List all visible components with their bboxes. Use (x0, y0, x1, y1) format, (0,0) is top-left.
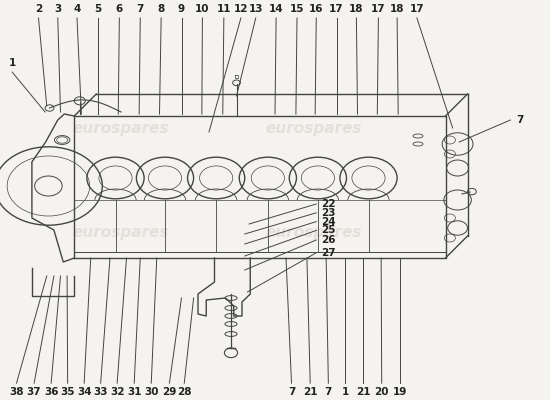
Text: 8: 8 (157, 4, 165, 14)
Text: 7: 7 (136, 4, 144, 14)
Text: 37: 37 (27, 387, 41, 397)
Text: 15: 15 (290, 4, 304, 14)
Text: 22: 22 (321, 199, 335, 209)
Text: 27: 27 (321, 248, 336, 258)
Text: 38: 38 (9, 387, 24, 397)
Text: 13: 13 (249, 4, 263, 14)
Text: 4: 4 (73, 4, 81, 14)
Text: eurospares: eurospares (73, 120, 169, 136)
Text: 21: 21 (303, 387, 317, 397)
Text: 23: 23 (321, 208, 335, 218)
Text: eurospares: eurospares (73, 224, 169, 240)
Text: 1: 1 (342, 387, 349, 397)
Text: 21: 21 (356, 387, 370, 397)
Text: 17: 17 (371, 4, 386, 14)
Text: 2: 2 (35, 4, 42, 14)
Text: 3: 3 (54, 4, 62, 14)
Text: eurospares: eurospares (265, 120, 362, 136)
Text: 18: 18 (349, 4, 364, 14)
Text: 35: 35 (60, 387, 75, 397)
Text: 32: 32 (110, 387, 124, 397)
Text: 9: 9 (178, 4, 185, 14)
Text: 17: 17 (329, 4, 344, 14)
Text: 31: 31 (127, 387, 141, 397)
Text: 33: 33 (94, 387, 108, 397)
Text: 7: 7 (516, 115, 523, 125)
Text: 5: 5 (94, 4, 102, 14)
Text: 16: 16 (309, 4, 323, 14)
Text: 26: 26 (321, 235, 335, 245)
Text: 29: 29 (162, 387, 177, 397)
Text: 14: 14 (269, 4, 283, 14)
Text: 10: 10 (195, 4, 210, 14)
Text: 7: 7 (324, 387, 332, 397)
Text: 36: 36 (44, 387, 58, 397)
Text: 20: 20 (375, 387, 389, 397)
Text: 28: 28 (177, 387, 191, 397)
Text: 18: 18 (390, 4, 404, 14)
Text: 24: 24 (321, 217, 336, 226)
Text: eurospares: eurospares (265, 224, 362, 240)
Text: 7: 7 (288, 387, 295, 397)
Text: 11: 11 (217, 4, 231, 14)
Text: 6: 6 (116, 4, 123, 14)
Text: 25: 25 (321, 226, 335, 235)
Text: 1: 1 (8, 58, 16, 68)
Text: 12: 12 (234, 4, 248, 14)
Text: 34: 34 (77, 387, 91, 397)
Text: 30: 30 (144, 387, 158, 397)
Text: 19: 19 (393, 387, 407, 397)
Text: 17: 17 (410, 4, 424, 14)
